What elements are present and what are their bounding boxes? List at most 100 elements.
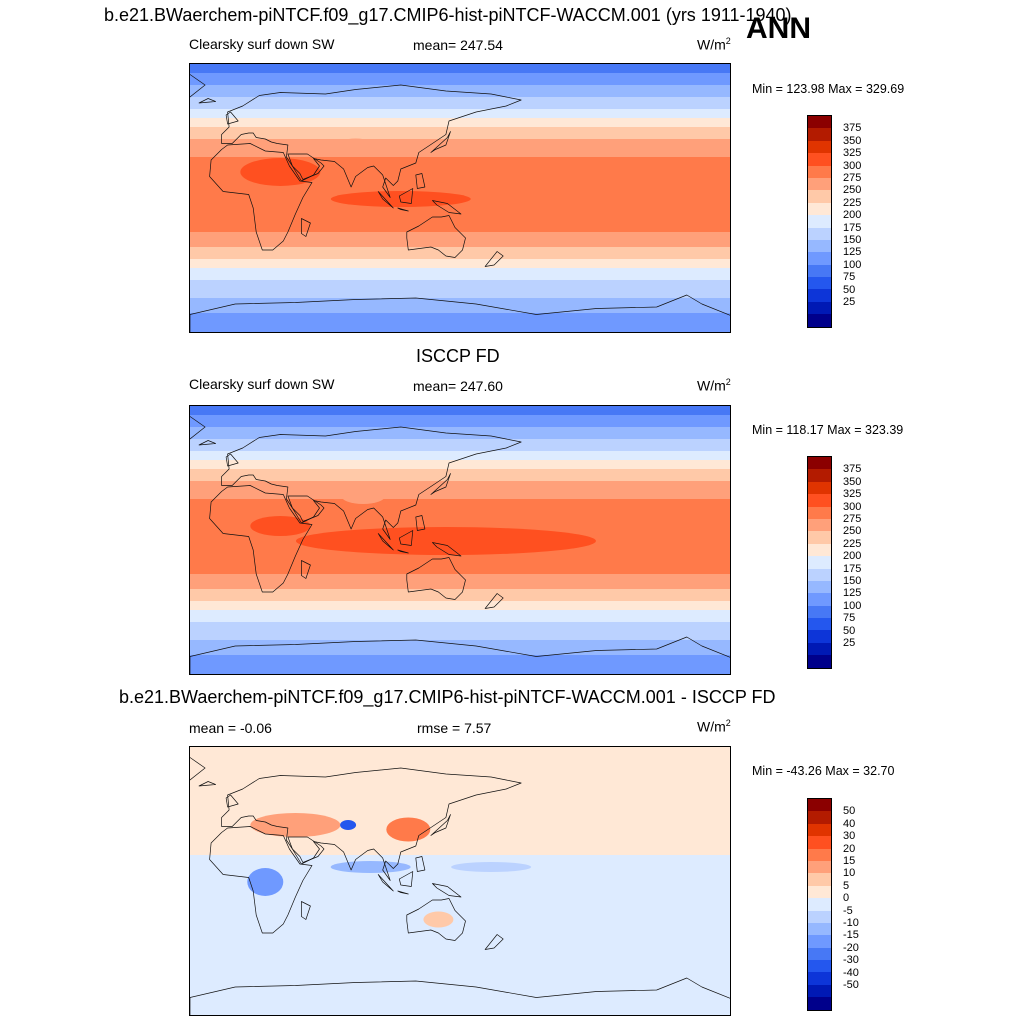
panel-diff-title: b.e21.BWaerchem-piNTCF.f09_g17.CMIP6-his… [119, 687, 776, 707]
colorbar-swatch [808, 984, 831, 998]
colorbar-swatch [808, 593, 831, 606]
map-band [190, 610, 730, 623]
panel-model-units: W/m2 [697, 36, 731, 53]
colorbar-tick-label: 225 [843, 196, 862, 209]
colorbar-tick-label: 30 [843, 830, 856, 843]
colorbar-tick-label: 300 [843, 500, 862, 513]
map-band [190, 427, 730, 440]
colorbar-swatch [808, 264, 831, 278]
colorbar-tick-label: 350 [843, 134, 862, 147]
map-shape [432, 542, 462, 557]
colorbar-swatch [808, 630, 831, 643]
colorbar-swatch [808, 481, 831, 495]
map-band [190, 655, 730, 674]
colorbar-swatch [808, 215, 831, 228]
map-shape [198, 440, 216, 446]
colorbar-swatch [808, 885, 831, 899]
map-shape [190, 977, 730, 1015]
colorbar-swatch [808, 836, 831, 849]
colorbar-swatch [808, 568, 831, 581]
colorbar-tick-label: 125 [843, 587, 862, 600]
map-blob [341, 488, 386, 504]
panel-obs-map [189, 405, 731, 675]
colorbar-swatch [808, 116, 831, 129]
colorbar-swatch [808, 860, 831, 874]
colorbar-swatch [808, 811, 831, 824]
map-shape [209, 143, 313, 251]
map-shape [415, 173, 426, 189]
map-shape [287, 836, 325, 863]
map-shape [377, 533, 394, 551]
colorbar-swatch [808, 873, 831, 886]
colorbar-tick-label: 275 [843, 172, 862, 184]
map-shape [432, 883, 462, 898]
colorbar-swatch [808, 935, 831, 948]
panel-diff-map [189, 746, 731, 1016]
map-blob [330, 191, 471, 207]
colorbar-swatch [808, 823, 831, 837]
panel-model-variable-label: Clearsky surf down SW [189, 36, 335, 52]
map-shape [301, 218, 311, 237]
colorbar-swatch [808, 289, 831, 302]
map-shape [430, 814, 451, 836]
map-shape [377, 874, 394, 892]
map-shape [301, 901, 311, 920]
map-shape [430, 131, 451, 153]
map-shape [484, 251, 504, 267]
colorbar-tick-label: 50 [843, 624, 856, 637]
map-shape [415, 515, 426, 531]
colorbar-swatch [808, 177, 831, 191]
map-blob [295, 527, 596, 555]
map-shape [225, 111, 239, 125]
colorbar-tick-label: 200 [843, 550, 862, 563]
map-blob [330, 861, 411, 873]
map-band [190, 127, 730, 140]
map-shape [209, 826, 313, 934]
colorbar-tick-label: 100 [843, 599, 862, 612]
colorbar-swatches [807, 456, 832, 669]
colorbar-swatch [808, 202, 831, 216]
map-band [190, 268, 730, 281]
colorbar-swatch [808, 922, 831, 936]
colorbar-swatch [808, 531, 831, 544]
map-shape [397, 890, 409, 895]
colorbar-swatch [808, 301, 831, 315]
map-band [190, 85, 730, 98]
colorbar-tick-label: 25 [843, 637, 856, 649]
colorbar-swatch [808, 543, 831, 557]
map-band [190, 481, 730, 500]
season-label: ANN [746, 12, 811, 45]
colorbar-swatch [808, 128, 831, 141]
map-band [190, 298, 730, 314]
map-band [190, 460, 730, 470]
map-band [190, 97, 730, 110]
map-shape [406, 215, 466, 258]
map-band [190, 912, 730, 973]
map-band [190, 313, 730, 332]
colorbar-tick-label: 15 [843, 855, 856, 867]
map-band [190, 837, 730, 856]
colorbar-tick-label: 250 [843, 184, 862, 197]
panel-diff-units: W/m2 [697, 718, 731, 735]
map-shape [190, 757, 206, 781]
map-shape [397, 549, 409, 554]
colorbar-tick-label: 125 [843, 246, 862, 259]
colorbar-swatch [808, 580, 831, 594]
colorbar-swatch [808, 799, 831, 812]
colorbar-tick-label: -15 [843, 929, 859, 942]
map-shape [398, 188, 414, 204]
panel-diff-minmax: Min = -43.26 Max = 32.70 [752, 764, 895, 778]
panel-diff-mean-label: mean = -0.06 [189, 720, 272, 736]
map-band [190, 109, 730, 119]
colorbar-tick-label: 300 [843, 159, 862, 172]
colorbar-swatch [808, 655, 831, 668]
map-band [190, 406, 730, 416]
map-blob [423, 911, 454, 928]
colorbar-swatch [808, 518, 831, 532]
map-band [190, 451, 730, 461]
colorbar-tick-label: -10 [843, 917, 859, 929]
map-band [190, 73, 730, 86]
colorbar-swatch [808, 618, 831, 631]
colorbar-swatch [808, 972, 831, 985]
plot-main-title: b.e21.BWaerchem-piNTCF.f09_g17.CMIP6-his… [104, 5, 792, 25]
